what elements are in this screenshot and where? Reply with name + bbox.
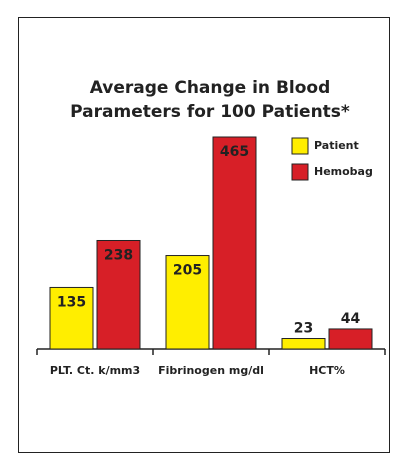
x-tick-label: PLT. Ct. k/mm3 [50, 364, 140, 377]
data-label: 238 [104, 247, 133, 263]
bar [165, 255, 210, 350]
x-tick-label: HCT% [309, 364, 345, 377]
x-tick-label: Fibrinogen mg/dl [158, 364, 264, 377]
legend-label: Patient [314, 139, 359, 152]
data-label: 23 [294, 321, 313, 337]
bar [96, 239, 141, 350]
bar [281, 338, 326, 350]
legend-label: Hemobag [314, 165, 373, 178]
chart-title: Average Change in Blood Parameters for 1… [70, 78, 350, 122]
data-label: 465 [220, 144, 249, 160]
data-label: 205 [173, 263, 202, 279]
data-label: 44 [341, 311, 361, 327]
legend-swatch [291, 163, 309, 181]
bar [212, 136, 257, 350]
legend-swatch [291, 137, 309, 155]
frame [18, 17, 390, 453]
bar [49, 286, 94, 350]
bar [328, 328, 373, 350]
data-label: 135 [57, 294, 86, 310]
